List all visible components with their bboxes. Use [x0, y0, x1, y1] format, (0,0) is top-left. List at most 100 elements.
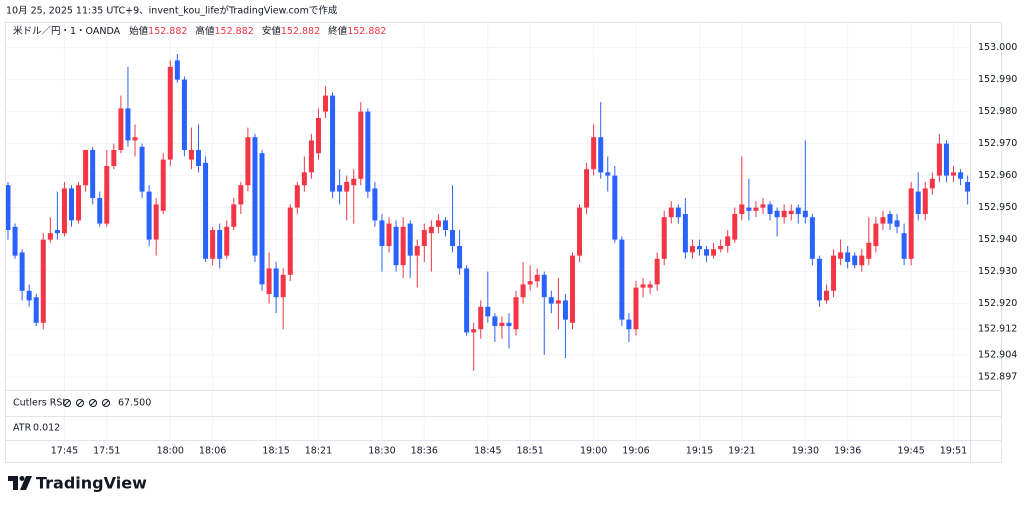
- ohlc-value: 152.882: [347, 26, 386, 37]
- candle-body: [774, 210, 780, 218]
- x-tick-label: 19:45: [897, 446, 924, 457]
- candle-body: [485, 306, 491, 317]
- candle-body: [252, 137, 258, 256]
- icon: [102, 399, 110, 407]
- candle-body: [894, 220, 900, 227]
- candle-body: [273, 268, 279, 298]
- candle-body: [33, 297, 39, 323]
- header: 10月 25, 2025 11:35 UTC+9、invent_kou_life…: [6, 5, 338, 17]
- x-tick-label: 18:36: [411, 446, 438, 457]
- candle-body: [788, 210, 794, 214]
- x-tick-label: 18:51: [516, 446, 543, 457]
- candle-body: [915, 191, 921, 214]
- y-tick-label: 152.950: [978, 202, 1017, 213]
- ohlc-value: 152.882: [281, 26, 320, 37]
- candle-body: [19, 252, 25, 291]
- candle-body: [203, 162, 209, 259]
- candle-body: [845, 252, 851, 262]
- candle-body: [315, 118, 321, 154]
- candle-body: [739, 204, 745, 214]
- candle-body: [541, 274, 547, 298]
- indicator-name: ATR: [13, 423, 32, 434]
- candle-body: [153, 204, 159, 240]
- y-tick-label: 152.897: [978, 372, 1017, 383]
- ohlc-label: 高値: [195, 25, 215, 37]
- candle-body: [725, 236, 731, 246]
- candle-body: [139, 146, 145, 192]
- candle-body: [351, 178, 357, 186]
- candle-body: [767, 204, 773, 214]
- x-tick-label: 18:00: [157, 446, 184, 457]
- candle-body: [428, 226, 434, 234]
- candle-body: [760, 204, 766, 208]
- x-tick-label: 19:06: [622, 446, 649, 457]
- candle-body: [400, 226, 406, 266]
- candle-body: [231, 204, 237, 227]
- candle-body: [929, 178, 935, 189]
- candle-body: [188, 150, 194, 160]
- candle-body: [654, 258, 660, 285]
- candle-body: [619, 239, 625, 320]
- icon: [89, 399, 97, 407]
- candle-body: [548, 297, 554, 304]
- candle-body: [464, 268, 470, 333]
- candle-body: [386, 223, 392, 246]
- candle-body: [167, 66, 173, 160]
- candle-body: [732, 214, 738, 240]
- candle-body: [478, 306, 484, 330]
- candle-body: [513, 297, 519, 330]
- y-tick-label: 152.920: [978, 298, 1017, 309]
- ohlc-label: 始値: [129, 25, 149, 37]
- candle-body: [499, 322, 505, 326]
- candle-body: [12, 226, 18, 256]
- candle-body: [577, 207, 583, 256]
- candle-body: [266, 268, 272, 294]
- y-tick-label: 152.990: [978, 74, 1017, 85]
- candle-body: [816, 258, 822, 301]
- candle-body: [746, 207, 752, 211]
- icon: [63, 399, 71, 407]
- candle-body: [442, 220, 448, 230]
- candle-body: [781, 210, 787, 218]
- candle-body: [605, 172, 611, 176]
- candle-body: [859, 255, 865, 266]
- candle-body: [711, 249, 717, 256]
- x-tick-label: 19:30: [792, 446, 819, 457]
- candle-body: [330, 95, 336, 192]
- brand-logo: [8, 476, 32, 490]
- y-tick-label: 152.940: [978, 234, 1017, 245]
- candle-body: [174, 60, 180, 80]
- candle-body: [795, 207, 801, 214]
- candle-body: [668, 207, 674, 218]
- candle-body: [492, 316, 498, 326]
- candle-body: [506, 322, 512, 326]
- candle-body: [831, 255, 837, 291]
- x-tick-label: 19:36: [834, 446, 861, 457]
- candle-body: [866, 242, 872, 259]
- candle-body: [83, 150, 89, 186]
- candle-body: [421, 230, 427, 246]
- icon: [77, 400, 83, 406]
- candle-body: [393, 226, 399, 266]
- logo-mark: [8, 476, 18, 490]
- x-tick-label: 18:06: [199, 446, 226, 457]
- candle-body: [323, 95, 329, 112]
- icon: [103, 400, 109, 406]
- candle-body: [308, 140, 314, 173]
- candle-body: [294, 185, 300, 208]
- candle-body: [852, 255, 858, 266]
- icon: [76, 399, 84, 407]
- candle-body: [287, 207, 293, 275]
- candle-body: [210, 230, 216, 259]
- candle-body: [823, 290, 829, 301]
- y-tick-label: 152.912: [978, 324, 1017, 335]
- candle-body: [457, 246, 463, 269]
- candle-body: [661, 217, 667, 259]
- candle-body: [809, 217, 815, 259]
- candle-body: [555, 300, 561, 304]
- candle-body: [372, 188, 378, 221]
- x-tick-label: 18:21: [305, 446, 332, 457]
- candle-body: [450, 230, 456, 246]
- ohlc-label: 終値: [328, 25, 348, 37]
